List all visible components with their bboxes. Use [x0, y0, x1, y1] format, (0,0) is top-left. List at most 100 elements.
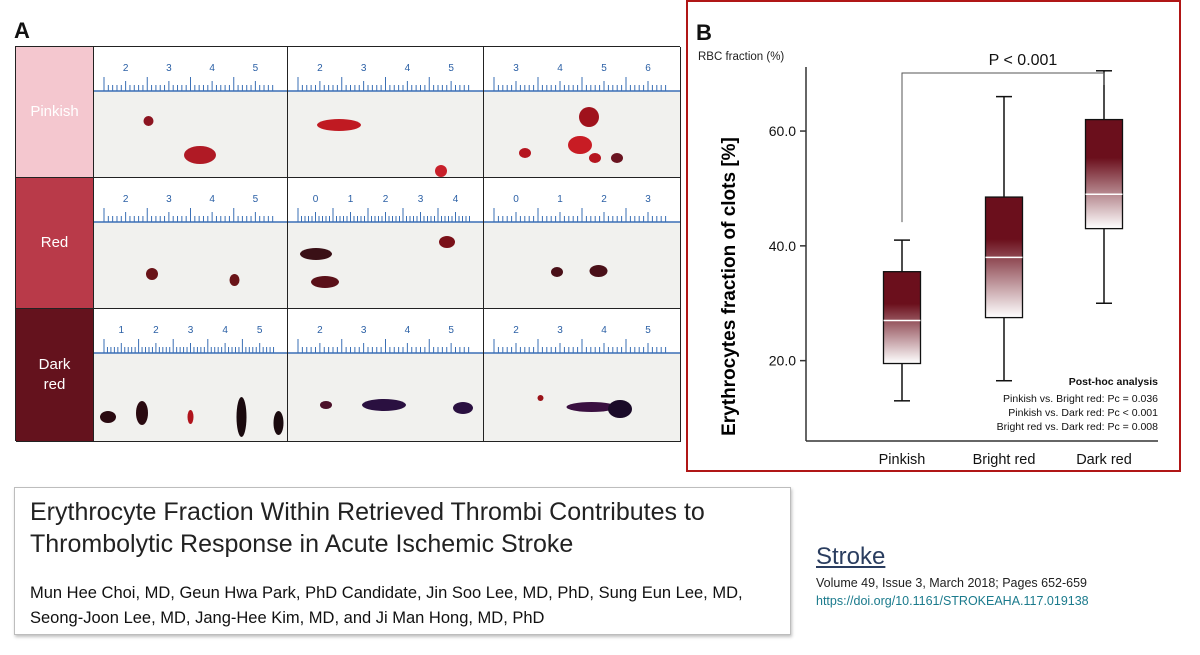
article-card: Erythrocyte Fraction Within Retrieved Th… — [14, 487, 791, 635]
gauze-background — [94, 91, 287, 177]
thrombus-specimen — [519, 148, 531, 158]
ruler-label: 2 — [123, 63, 129, 74]
row-label-text: Dark red — [38, 356, 71, 393]
ruler-label: 5 — [448, 325, 454, 336]
ruler-label: 1 — [119, 325, 125, 336]
gauze-background — [288, 91, 483, 177]
article-title: Erythrocyte Fraction Within Retrieved Th… — [30, 498, 705, 558]
doi-link[interactable]: https://doi.org/10.1161/STROKEAHA.117.01… — [816, 594, 1089, 608]
thrombus-specimen — [143, 116, 154, 126]
box-dark-red — [1084, 118, 1124, 230]
y-tick-label: 40.0 — [769, 238, 796, 254]
thrombus-specimen — [537, 395, 544, 401]
x-tick-label: Bright red — [973, 452, 1036, 468]
ruler-label: 5 — [257, 325, 263, 336]
ruler-label: 3 — [361, 325, 367, 336]
x-tick-label: Dark red — [1076, 452, 1132, 468]
gauze-background — [94, 353, 287, 441]
significance-bracket — [901, 72, 1105, 223]
ruler-label: 4 — [453, 194, 459, 205]
ruler-label: 3 — [188, 325, 194, 336]
ruler-label: 2 — [601, 194, 607, 205]
thrombus-specimen — [146, 268, 158, 280]
thrombus-specimen — [362, 399, 406, 411]
journal-volume: Volume 49, Issue 3, March 2018; Pages 65… — [816, 576, 1088, 590]
ruler-label: 5 — [601, 63, 607, 74]
ruler-label: 3 — [166, 63, 172, 74]
photo-red-3: 0 1 2 3 — [484, 178, 681, 309]
y-axis-title: Erythrocytes fraction of clots [%] — [719, 137, 740, 436]
ruler-label: 3 — [361, 63, 367, 74]
ruler-label: 2 — [317, 63, 323, 74]
thrombus-specimen — [611, 153, 623, 163]
thrombus-specimen — [273, 411, 284, 435]
ruler-label: 4 — [557, 63, 563, 74]
thrombus-specimen — [589, 153, 601, 163]
thrombus-specimen — [439, 236, 455, 248]
thrombus-specimen — [453, 402, 473, 414]
panel-b-chart-frame: RBC fraction (%) Erythrocytes fraction of… — [686, 0, 1181, 472]
ruler-label: 5 — [448, 63, 454, 74]
posthoc-line: Bright red vs. Dark red: Pc = 0.008 — [997, 421, 1159, 433]
thrombus-specimen — [311, 276, 339, 288]
thrombus-specimen — [184, 146, 216, 164]
photo-render: 2 3 4 5 — [288, 309, 483, 441]
y-tick-label: 20.0 — [769, 353, 796, 369]
ruler-label: 1 — [557, 194, 563, 205]
photo-render: 1 2 3 4 5 — [94, 309, 287, 441]
ruler-label: 3 — [166, 194, 172, 205]
photo-dark-red-3: 2 3 4 5 — [484, 309, 681, 442]
ruler-label: 6 — [645, 63, 651, 74]
ruler-label: 3 — [513, 63, 519, 74]
thrombus-specimen — [566, 402, 617, 412]
thrombus-specimen — [579, 107, 599, 127]
photo-pinkish-2: 2 3 4 5 — [288, 47, 484, 178]
gauze-background — [484, 353, 680, 441]
p-value-label: P < 0.001 — [989, 52, 1058, 69]
ruler-label: 4 — [601, 325, 607, 336]
photo-dark-red-2: 2 3 4 5 — [288, 309, 484, 442]
thrombus-photo-grid: Pinkish 2 3 4 5 2 3 4 5 3 4 5 6 Red 2 3 4 5 0 1 2 3 4 0 1… — [15, 46, 681, 442]
thrombus-specimen — [136, 401, 148, 425]
row-label-text: Pinkish — [30, 103, 79, 120]
box-plot-chart: RBC fraction (%) Erythrocytes fraction of… — [698, 51, 1159, 468]
thrombus-specimen — [608, 400, 632, 418]
row-label-text: Red — [40, 234, 69, 251]
posthoc-line: Pinkish vs. Dark red: Pc < 0.001 — [1008, 407, 1158, 419]
ruler-label: 2 — [153, 325, 159, 336]
photo-red-2: 0 1 2 3 4 — [288, 178, 484, 309]
posthoc-title: Post-hoc analysis — [1069, 376, 1158, 388]
ruler-label: 3 — [557, 325, 563, 336]
journal-link[interactable]: Stroke — [816, 543, 886, 570]
gauze-background — [288, 353, 483, 441]
thrombus-specimen — [568, 136, 592, 154]
ruler-label: 5 — [253, 194, 259, 205]
ruler-label: 2 — [123, 194, 129, 205]
panel-b-letter: B — [696, 20, 712, 45]
photo-render: 2 3 4 5 — [94, 47, 287, 177]
photo-red-1: 2 3 4 5 — [94, 178, 288, 309]
ruler-label: 4 — [209, 63, 215, 74]
thrombus-specimen — [317, 119, 361, 131]
box-pinkish — [882, 271, 922, 365]
gauze-background — [484, 91, 680, 177]
photo-pinkish-1: 2 3 4 5 — [94, 47, 288, 178]
photo-render: 2 3 4 5 — [288, 47, 483, 177]
row-label-pinkish: Pinkish — [16, 47, 94, 178]
thrombus-specimen — [589, 265, 608, 277]
photo-render: 2 3 4 5 — [484, 309, 680, 441]
photo-dark-red-1: 1 2 3 4 5 — [94, 309, 288, 442]
row-label-dark-red: Dark red — [16, 309, 94, 442]
thrombus-specimen — [300, 248, 332, 260]
article-authors: Mun Hee Choi, MD, Geun Hwa Park, PhD Can… — [30, 584, 743, 627]
ruler-label: 5 — [253, 63, 259, 74]
ruler-label: 5 — [645, 325, 651, 336]
row-label-red: Red — [16, 178, 94, 309]
ruler-label: 4 — [222, 325, 228, 336]
gauze-background — [288, 222, 483, 308]
ruler-label: 3 — [418, 194, 424, 205]
ruler-label: 3 — [645, 194, 651, 205]
thrombus-specimen — [320, 401, 332, 409]
thrombus-specimen — [100, 411, 116, 423]
photo-render: 0 1 2 3 — [484, 178, 680, 308]
